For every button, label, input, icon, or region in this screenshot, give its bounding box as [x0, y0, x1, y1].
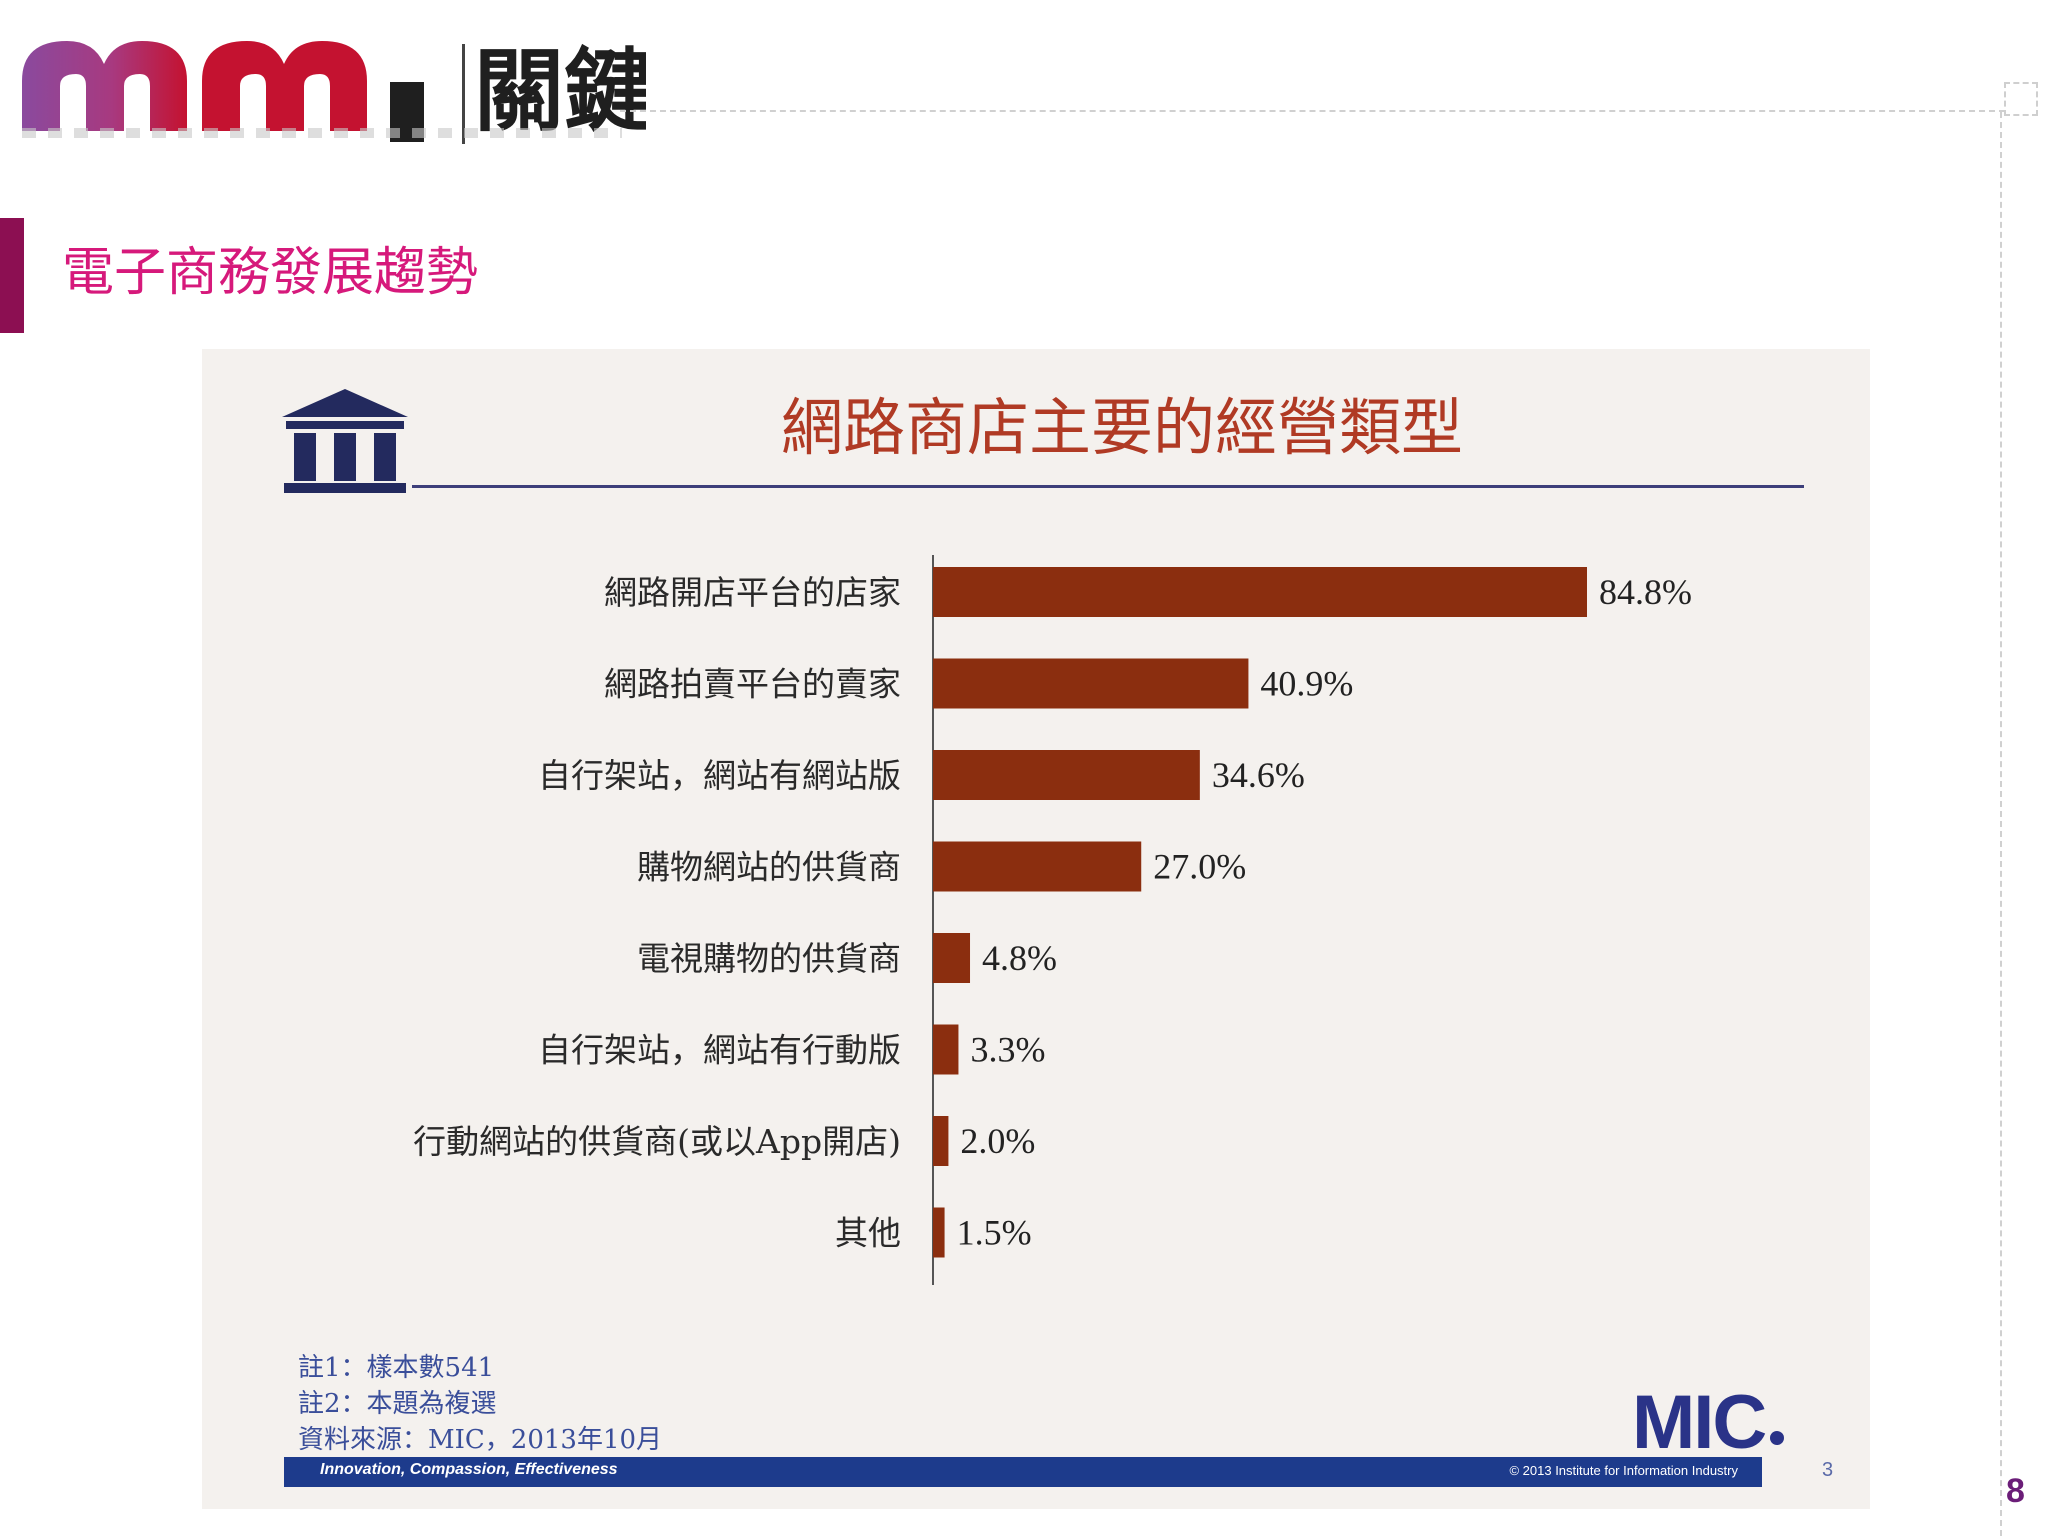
bar-5	[933, 1024, 959, 1075]
title-rule	[412, 485, 1804, 488]
value-label-4: 4.8%	[982, 938, 1057, 978]
page-number: 8	[2006, 1472, 2025, 1510]
bar-7	[933, 1207, 945, 1258]
value-label-7: 1.5%	[957, 1213, 1032, 1253]
bar-2	[933, 750, 1200, 800]
category-label-1: 網路拍賣平台的賣家	[604, 665, 901, 704]
mm-logo: 關鍵	[22, 24, 646, 144]
page-title: 電子商務發展趨勢	[62, 243, 479, 303]
inner-slide-number: 3	[1822, 1459, 1834, 1481]
value-label-0: 84.8%	[1599, 572, 1692, 612]
mm-logo-icon	[22, 41, 367, 131]
footer-copyright: © 2013 Institute for Information Industr…	[1509, 1463, 1738, 1478]
header-divider	[620, 110, 2005, 112]
registered-mark-icon	[1770, 1431, 1784, 1445]
mic-logo: MIC	[1632, 1380, 1767, 1465]
corner-marker	[2004, 82, 2038, 116]
footer-tagline: Innovation, Compassion, Effectiveness	[320, 1461, 618, 1478]
value-label-6: 2.0%	[960, 1121, 1035, 1161]
bar-1	[933, 658, 1249, 709]
bars: 網路開店平台的店家 84.8% 網路拍賣平台的賣家 40.9% 自行架站，網站有網站版 3…	[413, 567, 1692, 1258]
chart-title: 網路商店主要的經營類型	[780, 391, 1463, 464]
value-label-3: 27.0%	[1153, 847, 1246, 887]
bar-chart: 網路開店平台的店家 84.8% 網路拍賣平台的賣家 40.9% 自行架站，網站有網站版 3…	[413, 555, 1692, 1285]
note-sample-size: 註1：樣本數541	[298, 1353, 495, 1383]
category-label-7: 其他	[835, 1214, 901, 1253]
category-label-5: 自行架站，網站有行動版	[538, 1031, 901, 1070]
logo-tagline-decoration	[22, 128, 622, 138]
chart-panel: 網路商店主要的經營類型 網路開店平台的店家 84.8% 網路拍賣平台的賣家 40.9%…	[202, 349, 1870, 1509]
category-label-2: 自行架站，網站有網站版	[538, 756, 901, 795]
category-label-4: 電視購物的供貨商	[637, 939, 901, 978]
bar-0	[933, 567, 1587, 617]
logo-divider	[462, 44, 465, 144]
bar-4	[933, 933, 971, 983]
category-label-3: 購物網站的供貨商	[637, 848, 901, 887]
value-label-1: 40.9%	[1260, 664, 1353, 704]
title-accent-bar	[0, 218, 24, 333]
bar-6	[933, 1116, 949, 1166]
footer-band: Innovation, Compassion, Effectiveness © …	[284, 1457, 1762, 1487]
institute-building-icon	[282, 389, 408, 493]
logo-text: 關鍵	[474, 40, 646, 144]
note-multiple-choice: 註2：本題為複選	[298, 1389, 497, 1419]
right-border	[2000, 112, 2002, 1536]
note-source: 資料來源：MIC，2013年10月	[298, 1425, 663, 1455]
value-label-2: 34.6%	[1212, 755, 1305, 795]
category-label-0: 網路開店平台的店家	[604, 573, 901, 612]
value-label-5: 3.3%	[970, 1030, 1045, 1070]
category-label-6: 行動網站的供貨商(或以App開店)	[413, 1122, 901, 1161]
bar-3	[933, 841, 1142, 892]
